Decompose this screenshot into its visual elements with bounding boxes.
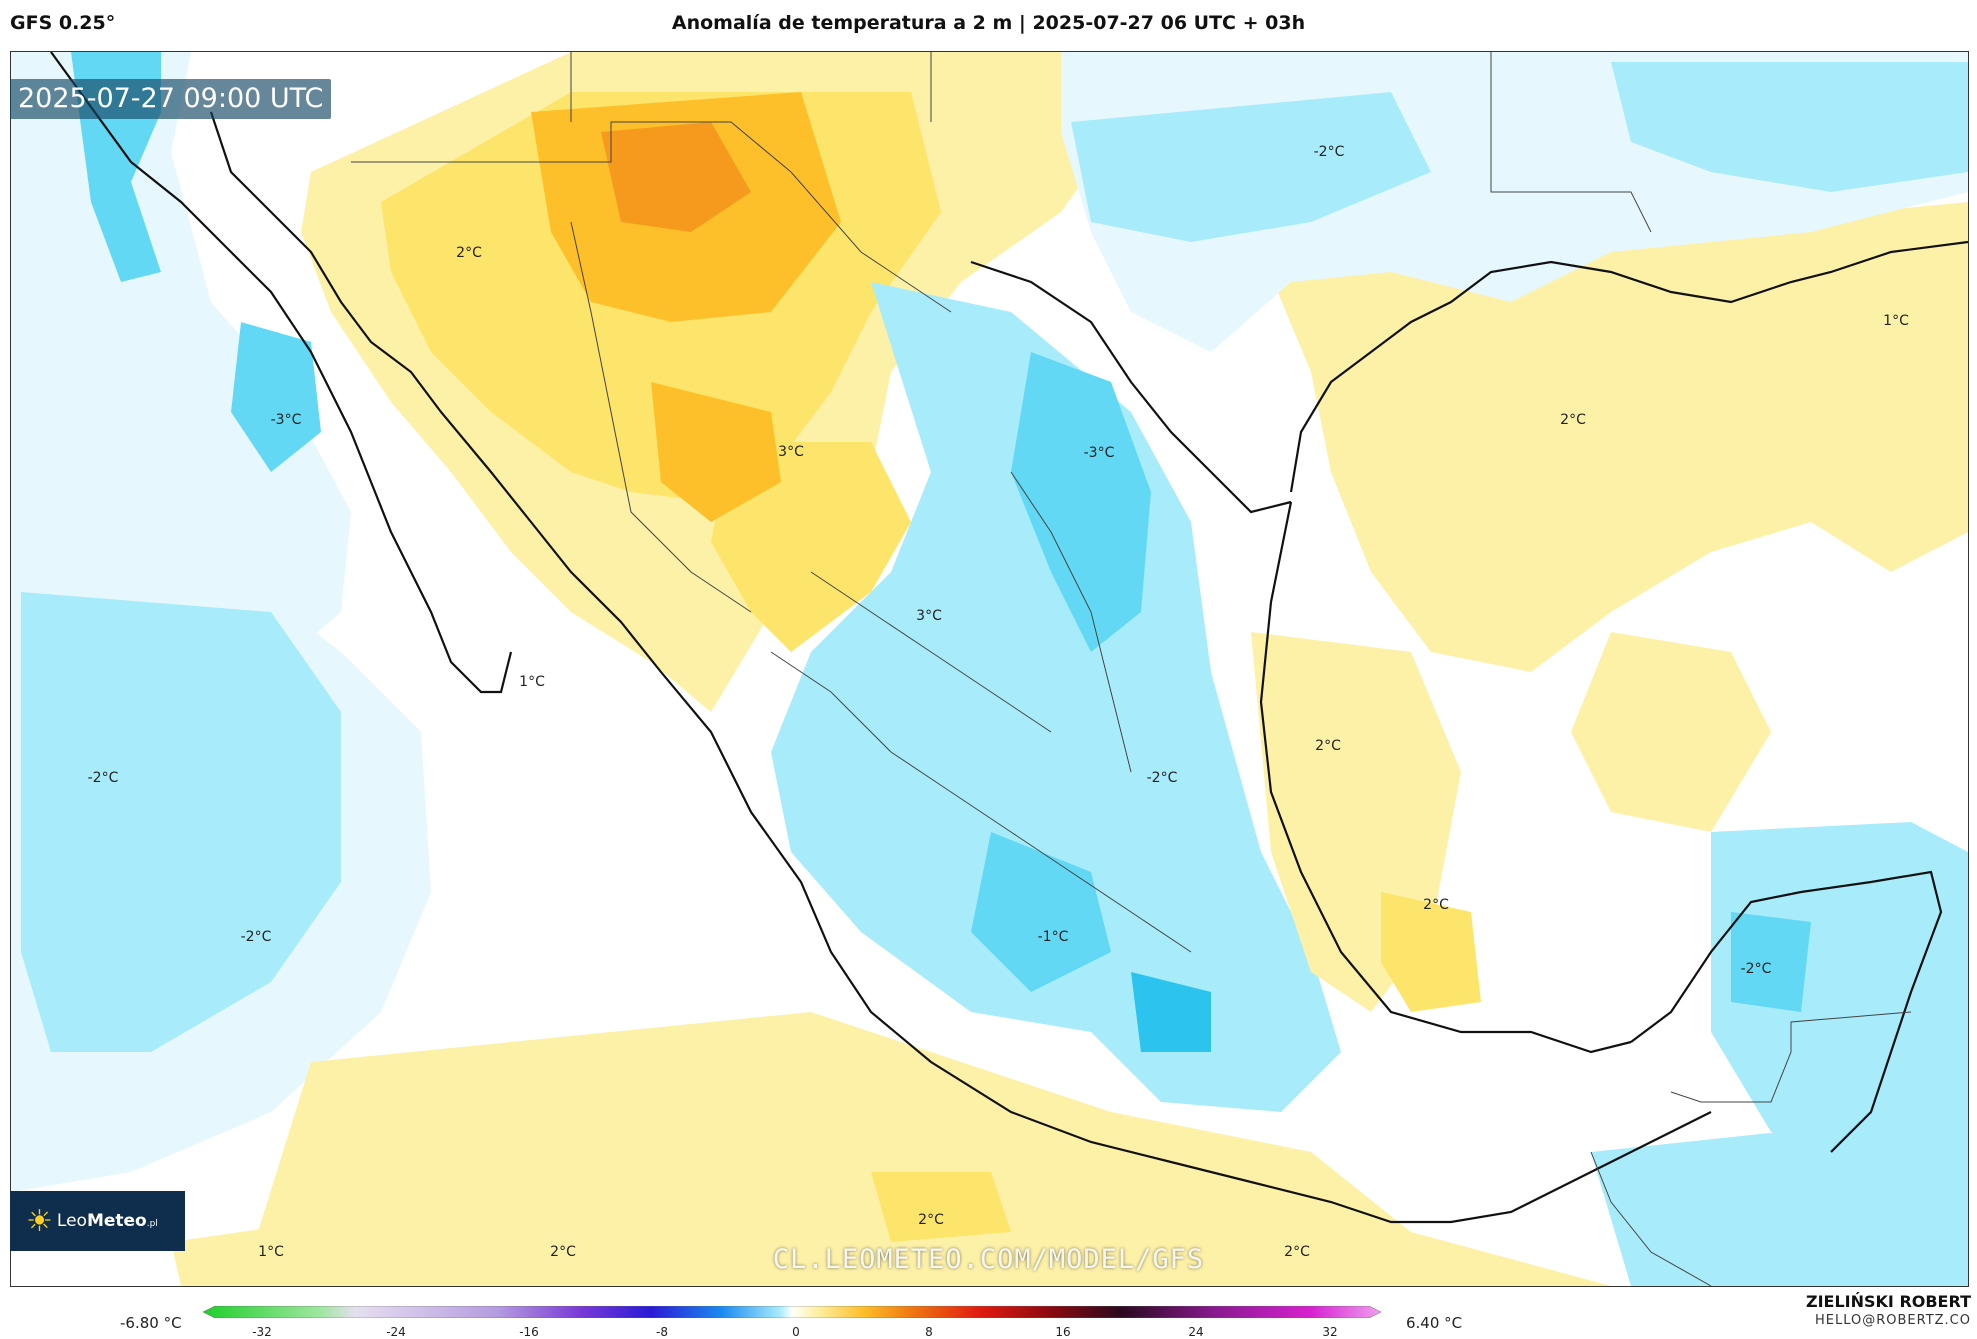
colorbar-tick: -24	[386, 1325, 406, 1339]
colorbar-tick: 8	[925, 1325, 933, 1339]
colorbar-max-label: 6.40 °C	[1406, 1314, 1463, 1332]
anomaly-field	[11, 52, 1968, 1286]
anomaly-label: -2°C	[240, 929, 272, 945]
site-watermark: CL.LEOMETEO.COM/MODEL/GFS	[772, 1244, 1205, 1275]
anomaly-label: 3°C	[916, 608, 942, 624]
anomaly-label: -2°C	[1313, 144, 1345, 160]
leometeo-logo[interactable]: ☀ LeoMeteo.pl	[10, 1191, 185, 1251]
author-credit: ZIELIŃSKI ROBERT HELLO@ROBERTZ.CO	[1806, 1292, 1971, 1328]
colorbar-tick: 32	[1322, 1325, 1338, 1339]
anomaly-label: 2°C	[1560, 412, 1586, 428]
anomaly-label: -2°C	[1740, 961, 1772, 977]
colorbar	[203, 1306, 1381, 1318]
colorbar-tick: 24	[1188, 1325, 1204, 1339]
anomaly-label: 1°C	[258, 1244, 284, 1260]
logo-text: LeoMeteo.pl	[56, 1211, 158, 1231]
author-email[interactable]: HELLO@ROBERTZ.CO	[1814, 1313, 1971, 1328]
anomaly-label: 1°C	[519, 674, 545, 690]
anomaly-label: -3°C	[270, 412, 302, 428]
colorbar-tick: -8	[656, 1325, 668, 1339]
anomaly-label: 2°C	[1284, 1244, 1310, 1260]
colorbar-tick: 0	[792, 1325, 800, 1339]
author-name: ZIELIŃSKI ROBERT	[1805, 1292, 1971, 1311]
anomaly-label: -2°C	[1146, 770, 1178, 786]
anomaly-label: -1°C	[1037, 929, 1069, 945]
anomaly-label: -3°C	[1083, 445, 1115, 461]
anomaly-label: 2°C	[918, 1212, 944, 1228]
colorbar-min-label: -6.80 °C	[120, 1314, 182, 1332]
chart-title: Anomalía de temperatura a 2 m | 2025-07-…	[671, 12, 1306, 34]
colorbar-tick: -32	[252, 1325, 272, 1339]
sun-icon: ☀	[26, 1203, 53, 1239]
valid-time-badge: 2025-07-27 09:00 UTC	[10, 79, 332, 119]
anomaly-label: 3°C	[778, 444, 804, 460]
anomaly-label: 2°C	[550, 1244, 576, 1260]
anomaly-label: 2°C	[1315, 738, 1341, 754]
anomaly-label: 2°C	[1423, 897, 1449, 913]
anomaly-label: 2°C	[456, 245, 482, 261]
colorbar-tick: 16	[1055, 1325, 1071, 1339]
model-name: GFS 0.25°	[10, 12, 116, 34]
anomaly-label: -2°C	[87, 770, 119, 786]
anomaly-label: 1°C	[1883, 313, 1909, 329]
anomaly-map[interactable]: 2°C -2°C 1°C -3°C 3°C -3°C 2°C 3°C 1°C -…	[10, 51, 1969, 1287]
colorbar-tick: -16	[519, 1325, 539, 1339]
